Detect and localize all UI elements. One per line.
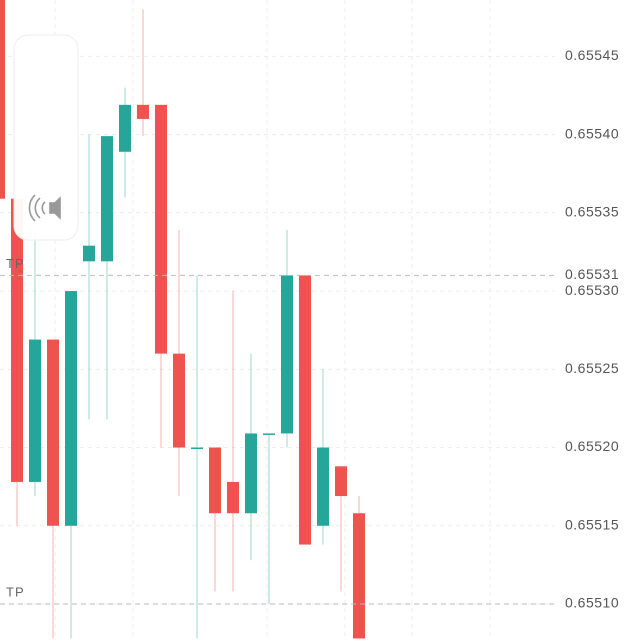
wave [28, 194, 36, 222]
y-tick-label: 0.65515 [565, 516, 619, 532]
body [47, 339, 59, 526]
body [137, 104, 149, 119]
body [281, 275, 293, 434]
overlay: TP 0.65531 TP [0, 256, 619, 605]
body [191, 447, 203, 450]
speaker-icon[interactable] [28, 194, 61, 222]
wave [41, 201, 46, 215]
body [119, 104, 131, 152]
body [317, 447, 329, 526]
y-tick-label: 0.65530 [565, 282, 619, 298]
candles [0, 0, 365, 639]
body [299, 275, 311, 545]
y-tick-label: 0.65545 [565, 47, 619, 63]
price-line-label: TP [6, 584, 25, 599]
y-tick-label: 0.65520 [565, 438, 619, 454]
y-tick-label: 0.65525 [565, 360, 619, 376]
wave [34, 197, 41, 219]
labels: 0.655100.655150.655200.655250.655300.655… [565, 47, 619, 611]
body [83, 245, 95, 262]
panel[interactable] [13, 34, 79, 241]
body [209, 447, 221, 514]
body [65, 291, 77, 526]
price-line-label: TP [6, 256, 25, 271]
sound-panel[interactable] [13, 34, 79, 241]
y-tick-label: 0.65535 [565, 204, 619, 220]
body [335, 466, 347, 497]
body [0, 0, 5, 199]
body [29, 339, 41, 482]
y-tick-label: 0.65540 [565, 125, 619, 141]
body [173, 353, 185, 448]
body [353, 513, 365, 639]
price-line-value: 0.65531 [565, 266, 619, 282]
body [227, 481, 239, 514]
body [101, 136, 113, 262]
body [245, 433, 257, 514]
y-tick-label: 0.65510 [565, 595, 619, 611]
body [11, 198, 23, 482]
body [155, 104, 167, 354]
body [263, 433, 275, 435]
vertical-grid [54, 0, 491, 640]
speaker [49, 196, 61, 220]
